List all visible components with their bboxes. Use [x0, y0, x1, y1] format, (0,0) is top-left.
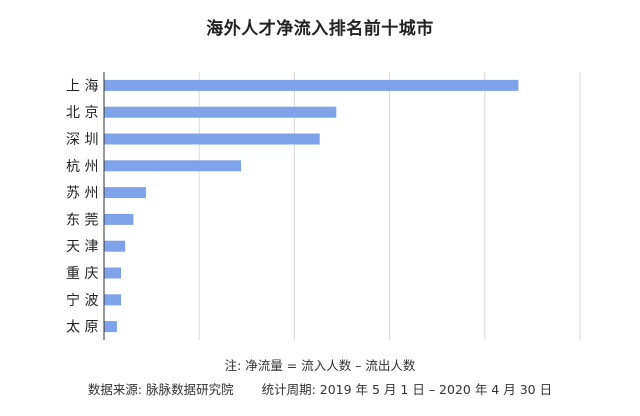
category-label: 深 圳 [66, 132, 98, 148]
bar-chart: 上 海北 京深 圳杭 州苏 州东 莞天 津重 庆宁 波太 原 [66, 72, 581, 340]
category-labels: 上 海北 京深 圳杭 州苏 州东 莞天 津重 庆宁 波太 原 [66, 78, 98, 335]
category-label: 上 海 [66, 78, 98, 94]
bar [104, 133, 320, 145]
category-label: 太 原 [66, 320, 98, 336]
category-label: 北 京 [66, 105, 98, 121]
source-line: 数据来源: 脉脉数据研究院 统计周期: 2019 年 5 月 1 日 – 2020… [0, 379, 640, 398]
bar [104, 160, 242, 172]
category-label: 宁 波 [66, 292, 98, 309]
chart-title: 海外人才净流入排名前十城市 [206, 19, 434, 39]
data-source: 数据来源: 脉脉数据研究院 [87, 382, 234, 397]
category-label: 天 津 [66, 239, 98, 255]
footnote: 注: 净流量 = 流入人数 – 流出人数 [224, 358, 416, 373]
category-label: 苏 州 [66, 186, 98, 202]
category-label: 重 庆 [66, 266, 98, 282]
bars [104, 79, 519, 333]
period: 统计周期: 2019 年 5 月 1 日 – 2020 年 4 月 30 日 [261, 382, 553, 397]
bar [104, 79, 519, 91]
grid-lines [198, 72, 581, 340]
bar [104, 321, 117, 333]
bar [104, 294, 122, 306]
bar [104, 267, 122, 279]
category-label: 东 莞 [66, 212, 98, 228]
bar [104, 187, 146, 199]
bar [104, 106, 337, 118]
bar [104, 240, 126, 252]
bar [104, 213, 134, 225]
category-label: 杭 州 [66, 159, 98, 175]
